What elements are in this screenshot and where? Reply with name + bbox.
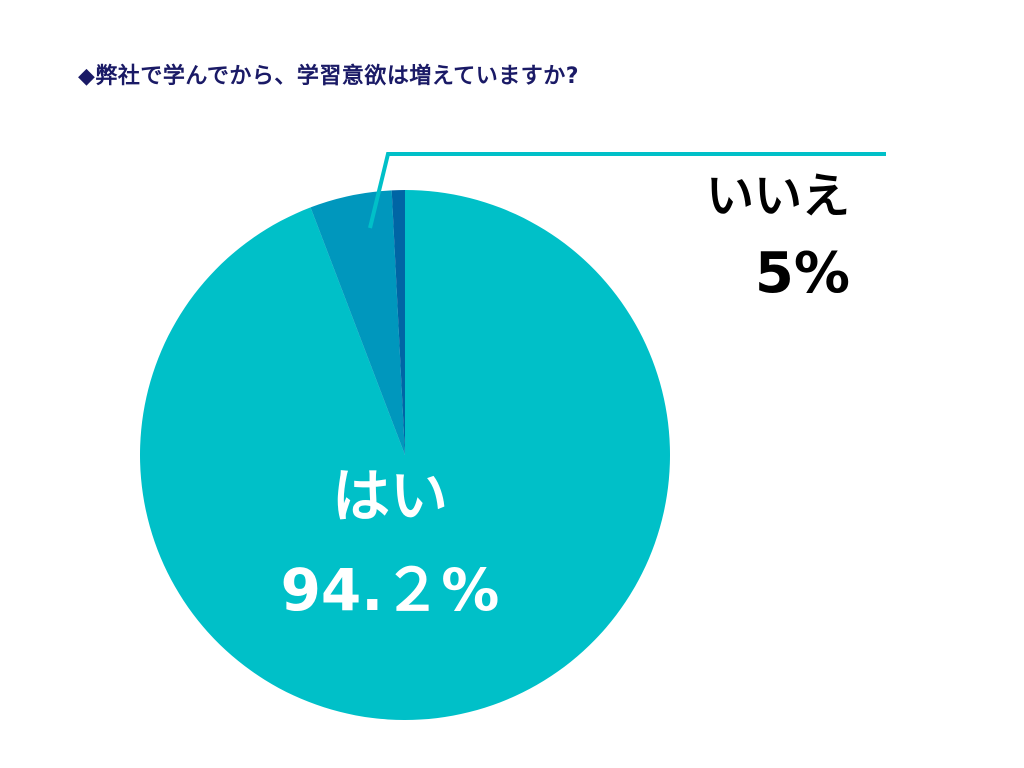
pie-slices — [139, 190, 670, 720]
slice-label-yes: はい — [332, 462, 448, 530]
slice-value-no: 5% — [755, 241, 850, 306]
pie-slice-2 — [391, 190, 405, 455]
pie-slice-1 — [310, 190, 405, 455]
leader-line — [368, 152, 886, 229]
slice-value-yes: 94.２% — [281, 556, 500, 624]
pie-slice-0 — [139, 190, 670, 720]
slice-label-no: いいえ — [706, 168, 850, 224]
chart-title: ◆弊社で学んでから、学習意欲は増えていますか? — [78, 64, 579, 89]
